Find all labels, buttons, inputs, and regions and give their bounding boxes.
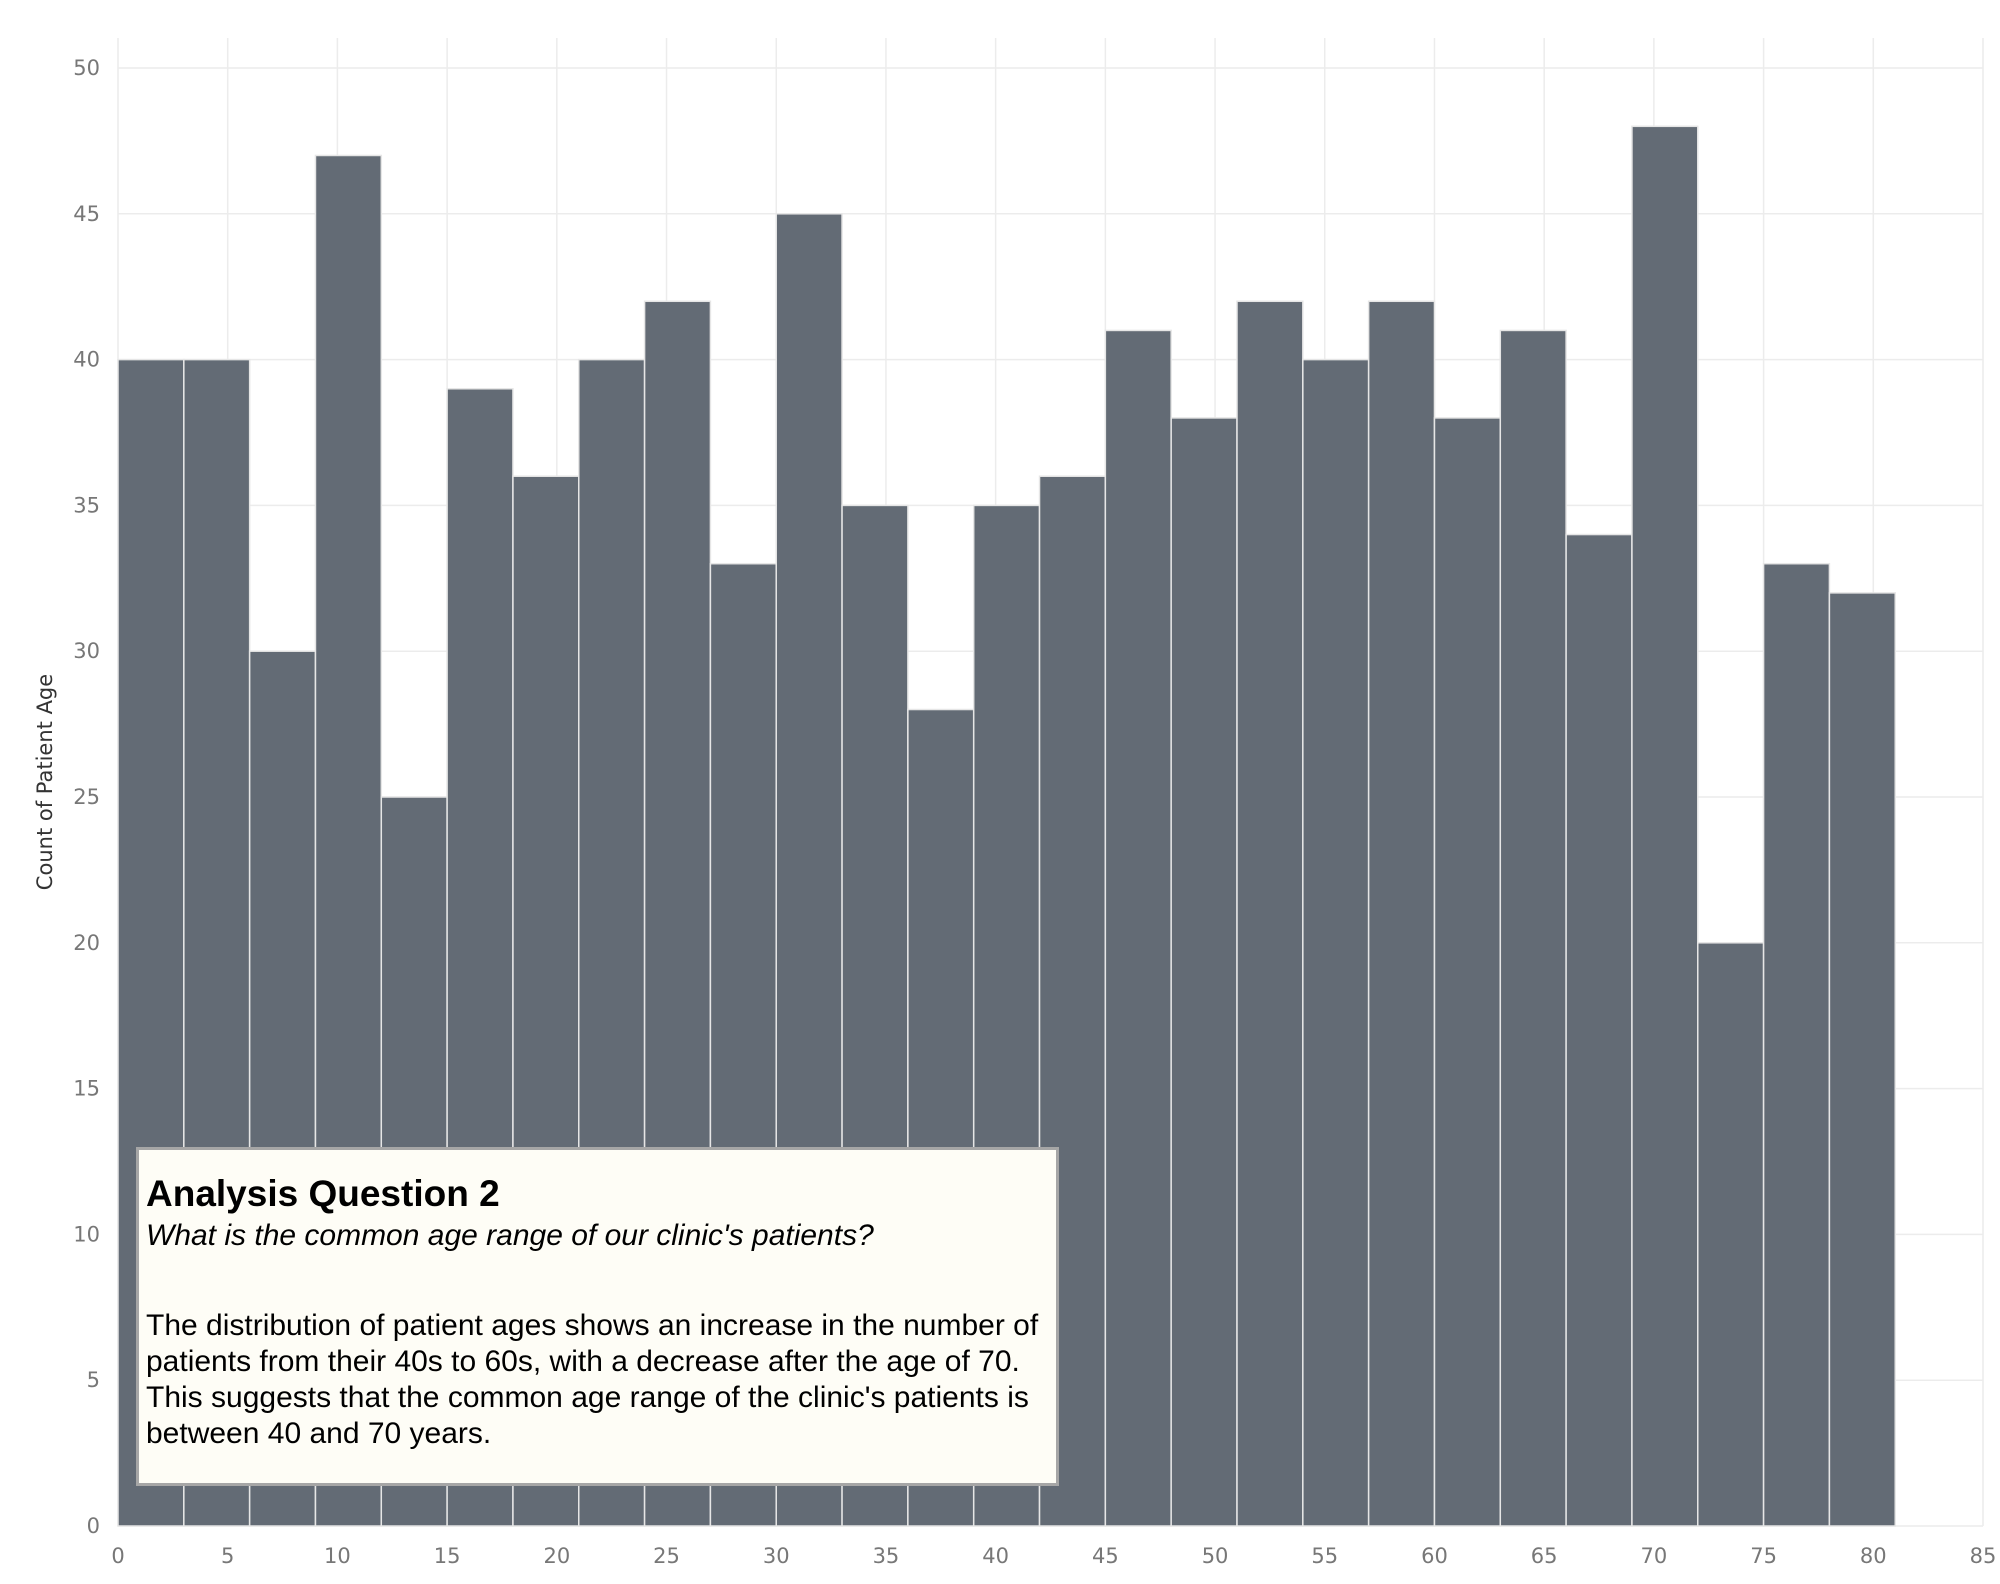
annotation-question: What is the common age range of our clin…	[146, 1219, 874, 1252]
y-tick-label: 50	[73, 56, 100, 80]
y-tick-label: 30	[73, 639, 100, 663]
histogram-bar	[1697, 942, 1765, 1527]
x-tick-label: 0	[111, 1544, 124, 1568]
histogram-bar	[1367, 300, 1436, 1527]
histogram-bar	[1499, 329, 1567, 1527]
y-tick-label: 25	[73, 785, 100, 809]
annotation-body: The distribution of patient ages shows a…	[146, 1309, 1039, 1450]
histogram-bar	[1565, 533, 1633, 1527]
x-tick-label: 55	[1311, 1544, 1338, 1568]
y-axis-ticks: 0 5 10 15 20 25 30 35 40 45 50	[73, 56, 100, 1538]
histogram-bar	[1433, 417, 1502, 1527]
histogram-bar	[1302, 358, 1370, 1527]
x-tick-label: 25	[653, 1544, 680, 1568]
y-tick-label: 15	[73, 1077, 100, 1101]
histogram-bar	[1236, 300, 1304, 1527]
histogram-bar	[1828, 592, 1896, 1527]
y-tick-label: 5	[87, 1368, 100, 1392]
x-tick-label: 70	[1641, 1544, 1668, 1568]
y-axis-title: Count of Patient Age	[33, 674, 57, 890]
x-axis-ticks: 0 5 10 15 20 25 30 35 40 45 50 55 60 65 70 75 80 85	[111, 1544, 1996, 1568]
x-tick-label: 15	[434, 1544, 461, 1568]
x-tick-label: 20	[543, 1544, 570, 1568]
x-tick-label: 60	[1421, 1544, 1448, 1568]
x-tick-label: 80	[1860, 1544, 1887, 1568]
x-tick-label: 30	[763, 1544, 790, 1568]
x-tick-label: 65	[1531, 1544, 1558, 1568]
x-tick-label: 40	[982, 1544, 1009, 1568]
x-tick-label: 75	[1750, 1544, 1777, 1568]
x-tick-label: 5	[221, 1544, 234, 1568]
x-tick-label: 85	[1970, 1544, 1997, 1568]
histogram-bar	[1170, 417, 1238, 1527]
y-tick-label: 35	[73, 493, 100, 517]
y-tick-label: 40	[73, 348, 100, 372]
x-tick-label: 45	[1092, 1544, 1119, 1568]
y-tick-label: 0	[87, 1514, 100, 1538]
y-tick-label: 20	[73, 931, 100, 955]
y-tick-label: 45	[73, 202, 100, 226]
x-tick-label: 50	[1202, 1544, 1229, 1568]
histogram-bar	[1104, 329, 1172, 1527]
x-tick-label: 10	[324, 1544, 351, 1568]
histogram-bar	[1631, 125, 1699, 1527]
x-tick-label: 35	[873, 1544, 900, 1568]
analysis-annotation-box: Analysis Question 2 What is the common a…	[136, 1147, 1059, 1486]
annotation-title: Analysis Question 2	[146, 1173, 500, 1214]
y-tick-label: 10	[73, 1222, 100, 1246]
histogram-bar	[1762, 562, 1831, 1527]
